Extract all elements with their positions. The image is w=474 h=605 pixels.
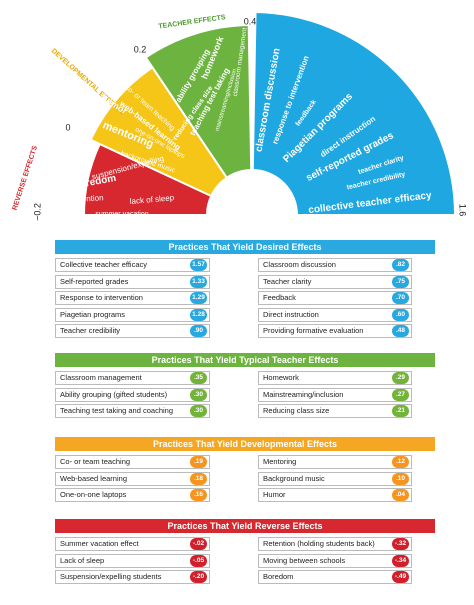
effect-size: .12: [392, 456, 409, 468]
effect-size: -.34: [392, 554, 409, 567]
zone-item: summer vacation: [95, 211, 148, 218]
section-header: Practices That Yield Reverse Effects: [55, 519, 435, 533]
section-header: Practices That Yield Developmental Effec…: [55, 437, 435, 451]
effect-size: -.20: [190, 571, 207, 583]
practice-label: Background music: [258, 471, 412, 486]
zone-sector: [251, 11, 457, 216]
effect-size: .21: [392, 405, 409, 417]
practice-label: Humor: [258, 488, 412, 502]
effect-size: .60: [392, 308, 409, 321]
effect-size: .48: [392, 325, 409, 337]
practice-label: Self-reported grades: [55, 274, 210, 289]
zone-item: retention: [72, 193, 104, 204]
practice-label: One-on-one laptops: [55, 488, 210, 502]
practice-label: Response to intervention: [55, 291, 210, 305]
effect-size: .30: [190, 405, 207, 417]
effect-size: .35: [190, 372, 207, 384]
effect-size: -.49: [392, 571, 409, 583]
zone-sector: [144, 24, 253, 180]
effect-size: -.05: [190, 554, 207, 567]
effect-size: .16: [190, 489, 207, 501]
effect-size: -.32: [392, 538, 409, 550]
scale-label: 0.4: [244, 16, 257, 26]
practice-label: Retention (holding students back): [258, 537, 412, 551]
practice-label: Mainstreaming/inclusion: [258, 387, 412, 402]
effect-size: .70: [392, 292, 409, 304]
practice-label: Homework: [258, 371, 412, 385]
practice-label: Classroom discussion: [258, 258, 412, 272]
practice-label: Direct instruction: [258, 307, 412, 322]
scale-label: 1.6: [458, 204, 468, 217]
effect-size: -.02: [190, 538, 207, 550]
practice-label: Mentoring: [258, 455, 412, 469]
effect-size: .90: [190, 325, 207, 337]
practice-label: Feedback: [258, 291, 412, 305]
practice-label: Web-based learning: [55, 471, 210, 486]
effect-size: 1.57: [190, 259, 207, 271]
practice-label: Teacher credibility: [55, 324, 210, 338]
effect-size: .30: [190, 388, 207, 401]
zone-title: REVERSE EFFECTS: [12, 145, 40, 211]
practice-label: Collective teacher efficacy: [55, 258, 210, 272]
zone-sector: [89, 66, 229, 198]
practice-label: Lack of sleep: [55, 553, 210, 568]
practice-label: Ability grouping (gifted students): [55, 387, 210, 402]
practice-label: Classroom management: [55, 371, 210, 385]
effect-size: .75: [392, 275, 409, 288]
zone-item: lack of sleep: [129, 193, 175, 206]
practice-label: Co- or team teaching: [55, 455, 210, 469]
effect-size: .29: [392, 372, 409, 384]
practice-label: Summer vacation effect: [55, 537, 210, 551]
practice-label: Reducing class size: [258, 404, 412, 418]
section-header: Practices That Yield Typical Teacher Eff…: [55, 353, 435, 367]
practice-label: Suspension/expelling students: [55, 570, 210, 584]
effect-size: .19: [190, 456, 207, 468]
practice-label: Boredom: [258, 570, 412, 584]
effect-size: .10: [392, 472, 409, 485]
scale-label: 0.2: [134, 44, 147, 54]
effect-size: .27: [392, 388, 409, 401]
zone-sector: [82, 142, 213, 216]
practice-label: Moving between schools: [258, 553, 412, 568]
practice-label: Piagetian programs: [55, 307, 210, 322]
scale-label: 0: [65, 122, 70, 132]
practice-label: Providing formative evaluation: [258, 324, 412, 338]
effect-size: .82: [392, 259, 409, 271]
effect-size: 1.28: [190, 308, 207, 321]
effect-size: 1.29: [190, 292, 207, 304]
scale-label: −0.2: [32, 203, 42, 221]
effect-size: 1.33: [190, 275, 207, 288]
section-header: Practices That Yield Desired Effects: [55, 240, 435, 254]
effect-size: .18: [190, 472, 207, 485]
practice-label: Teaching test taking and coaching: [55, 404, 210, 418]
practice-label: Teacher clarity: [258, 274, 412, 289]
effect-size: .04: [392, 489, 409, 501]
